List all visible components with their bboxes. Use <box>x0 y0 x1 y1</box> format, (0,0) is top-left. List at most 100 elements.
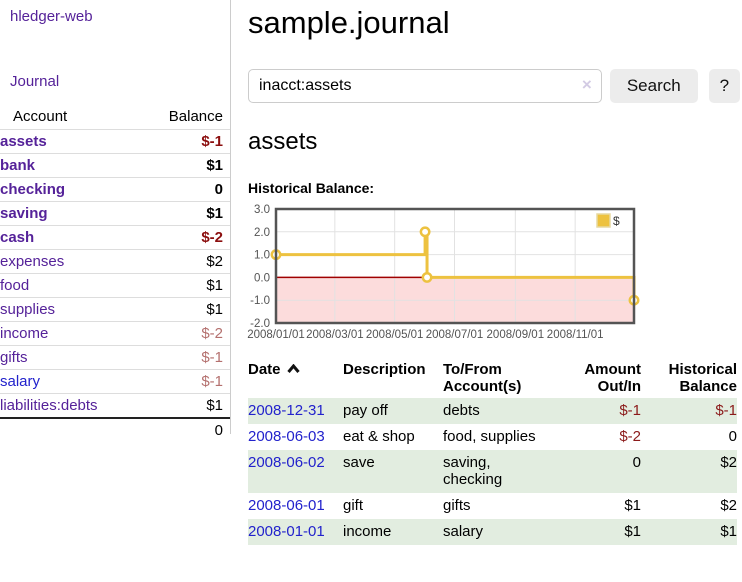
clear-search-icon[interactable]: × <box>582 75 592 95</box>
account-row: salary $-1 <box>0 370 230 394</box>
svg-text:1.0: 1.0 <box>254 250 270 262</box>
transaction-balance: $-1 <box>641 398 737 424</box>
transaction-balance: 0 <box>641 424 737 450</box>
transaction-balance: $2 <box>641 493 737 519</box>
register-header-amount: Amount Out/In <box>555 358 641 398</box>
account-balance: $-2 <box>115 322 230 346</box>
accounts-total-row: 0 <box>0 418 230 442</box>
svg-text:3.0: 3.0 <box>254 204 270 216</box>
account-balance: $1 <box>115 154 230 178</box>
account-link-supplies[interactable]: supplies <box>0 301 55 318</box>
transaction-amount: $1 <box>555 519 641 545</box>
transaction-date-link[interactable]: 2008-06-03 <box>248 428 325 445</box>
account-link-cash[interactable]: cash <box>0 229 34 246</box>
accounts-table: Account Balance assets $-1 bank $1 check… <box>0 105 230 442</box>
transaction-balance: $2 <box>641 450 737 493</box>
svg-text:2008/03/01: 2008/03/01 <box>306 329 364 341</box>
account-link-gifts[interactable]: gifts <box>0 349 28 366</box>
page-title: sample.journal <box>248 6 740 40</box>
account-link-salary[interactable]: salary <box>0 373 40 390</box>
transaction-accounts: gifts <box>443 493 555 519</box>
accounts-total-balance: 0 <box>115 418 230 442</box>
svg-text:0.0: 0.0 <box>254 272 270 284</box>
transaction-amount: 0 <box>555 450 641 493</box>
account-row: checking 0 <box>0 178 230 202</box>
account-row: liabilities:debts $1 <box>0 394 230 419</box>
account-balance: $-1 <box>115 370 230 394</box>
svg-text:2008/07/01: 2008/07/01 <box>426 329 484 341</box>
account-balance: $-1 <box>115 130 230 154</box>
account-row: assets $-1 <box>0 130 230 154</box>
register-row[interactable]: 2008-06-01 gift gifts $1 $2 <box>248 493 737 519</box>
account-link-assets[interactable]: assets <box>0 133 47 150</box>
transaction-date-link[interactable]: 2008-06-02 <box>248 454 325 471</box>
transaction-amount: $-2 <box>555 424 641 450</box>
register-header-date[interactable]: Date <box>248 358 343 398</box>
account-balance: $-2 <box>115 226 230 250</box>
account-row: expenses $2 <box>0 250 230 274</box>
transaction-description: income <box>343 519 443 545</box>
chart-title: Historical Balance: <box>248 180 740 196</box>
main-content: sample.journal × Search ? assets Histori… <box>248 0 740 545</box>
transaction-accounts: debts <box>443 398 555 424</box>
account-balance: 0 <box>115 178 230 202</box>
transaction-description: save <box>343 450 443 493</box>
sort-ascending-icon <box>287 364 300 373</box>
register-header-row: Date Description To/From Account(s) Amou… <box>248 358 737 398</box>
transaction-accounts: saving, checking <box>443 450 555 493</box>
svg-text:2008/09/01: 2008/09/01 <box>487 329 545 341</box>
account-link-liabilities-debts[interactable]: liabilities:debts <box>0 397 98 414</box>
account-balance: $2 <box>115 250 230 274</box>
register-table: Date Description To/From Account(s) Amou… <box>248 358 737 545</box>
svg-text:2.0: 2.0 <box>254 227 270 239</box>
transaction-description: pay off <box>343 398 443 424</box>
account-balance: $1 <box>115 394 230 419</box>
svg-text:2008/11/01: 2008/11/01 <box>547 329 604 341</box>
account-row: food $1 <box>0 274 230 298</box>
account-link-bank[interactable]: bank <box>0 157 35 174</box>
help-button[interactable]: ? <box>709 69 740 103</box>
accounts-header-account: Account <box>0 105 115 130</box>
svg-text:-1.0: -1.0 <box>250 295 270 307</box>
historical-balance-chart: $3.02.01.00.0-1.0-2.02008/01/012008/03/0… <box>245 203 643 343</box>
account-row: bank $1 <box>0 154 230 178</box>
transaction-date-link[interactable]: 2008-01-01 <box>248 523 325 540</box>
account-balance: $1 <box>115 274 230 298</box>
account-link-food[interactable]: food <box>0 277 29 294</box>
search-form: × Search ? <box>248 69 740 103</box>
account-link-income[interactable]: income <box>0 325 48 342</box>
transaction-accounts: salary <box>443 519 555 545</box>
transaction-balance: $1 <box>641 519 737 545</box>
transaction-amount: $1 <box>555 493 641 519</box>
register-row[interactable]: 2008-06-03 eat & shop food, supplies $-2… <box>248 424 737 450</box>
account-row: income $-2 <box>0 322 230 346</box>
register-row[interactable]: 2008-01-01 income salary $1 $1 <box>248 519 737 545</box>
search-input[interactable] <box>248 69 602 103</box>
svg-text:2008/01/01: 2008/01/01 <box>247 329 305 341</box>
account-link-checking[interactable]: checking <box>0 181 65 198</box>
account-row: cash $-2 <box>0 226 230 250</box>
transaction-date-link[interactable]: 2008-12-31 <box>248 402 325 419</box>
transaction-amount: $-1 <box>555 398 641 424</box>
app-title-link[interactable]: hledger-web <box>0 8 230 25</box>
register-row[interactable]: 2008-06-02 save saving, checking 0 $2 <box>248 450 737 493</box>
sidebar: hledger-web Journal Account Balance asse… <box>0 0 231 434</box>
register-row[interactable]: 2008-12-31 pay off debts $-1 $-1 <box>248 398 737 424</box>
transaction-accounts: food, supplies <box>443 424 555 450</box>
transaction-date-link[interactable]: 2008-06-01 <box>248 497 325 514</box>
account-heading: assets <box>248 128 740 156</box>
register-header-accounts: To/From Account(s) <box>443 358 555 398</box>
account-link-saving[interactable]: saving <box>0 205 48 222</box>
account-balance: $-1 <box>115 346 230 370</box>
accounts-header-balance: Balance <box>115 105 230 130</box>
account-balance: $1 <box>115 298 230 322</box>
account-link-expenses[interactable]: expenses <box>0 253 64 270</box>
sidebar-item-journal[interactable]: Journal <box>0 73 230 90</box>
register-header-balance: Historical Balance <box>641 358 737 398</box>
search-button[interactable]: Search <box>610 69 698 103</box>
account-balance: $1 <box>115 202 230 226</box>
transaction-description: eat & shop <box>343 424 443 450</box>
svg-text:$: $ <box>613 214 620 228</box>
transaction-description: gift <box>343 493 443 519</box>
account-row: gifts $-1 <box>0 346 230 370</box>
